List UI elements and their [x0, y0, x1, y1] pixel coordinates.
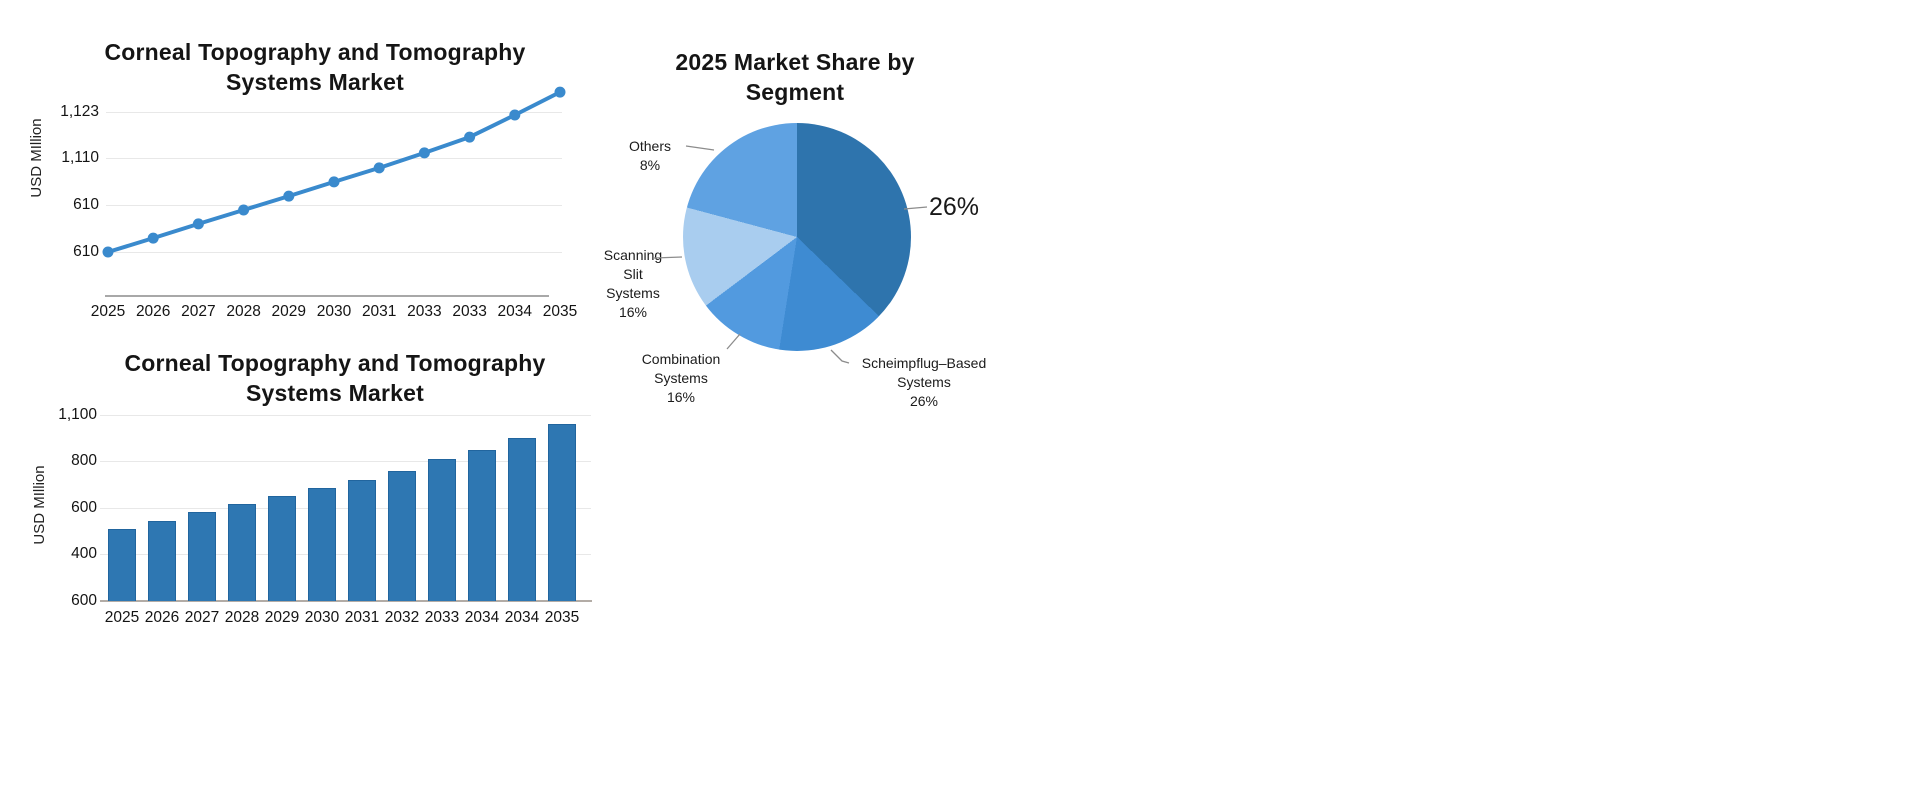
- line-data-point: [554, 86, 566, 98]
- pie-segment-label-line: 8%: [639, 157, 661, 173]
- bar-chart-gridline: [100, 508, 591, 509]
- title-line: 2025 Market Share by: [675, 49, 915, 75]
- title-line: Segment: [745, 79, 845, 105]
- bar-chart-x-tick-label: 2033: [424, 609, 460, 626]
- bar-chart-y-tick-label: 400: [71, 545, 97, 562]
- pie-segment-label-line: Others: [628, 138, 671, 154]
- line-chart-gridline: [106, 252, 562, 253]
- pie-segment-label: Others 8%: [610, 137, 690, 175]
- line-chart-gridline: [106, 112, 562, 113]
- bar-chart-gridline: [100, 461, 591, 462]
- bar-chart-x-tick-label: 2028: [224, 609, 260, 626]
- line-chart-x-tick-label: 2034: [497, 303, 533, 320]
- bar-chart-x-axis-line: [100, 600, 592, 602]
- bar-chart-gridline: [100, 415, 591, 416]
- bar-2033: [428, 459, 456, 601]
- bar-chart-x-tick-label: 2034: [464, 609, 500, 626]
- bar-chart-gridline: [100, 554, 591, 555]
- line-chart-gridline: [106, 158, 562, 159]
- pie-segment-label-line: Scheimpflug–Based: [861, 355, 987, 371]
- bar-chart-title: Corneal Topography and Tomography Systems…: [110, 348, 560, 408]
- line-data-point: [283, 190, 295, 202]
- pie-chart-title: 2025 Market Share by Segment: [670, 47, 920, 107]
- line-series-path: [106, 90, 562, 254]
- bar-chart-y-tick-label: 600: [71, 592, 97, 609]
- line-chart-x-tick-label: 2033: [407, 303, 442, 320]
- pie-segment-label-line: Scanning: [603, 247, 663, 263]
- line-data-point: [192, 218, 204, 230]
- line-data-point: [328, 176, 340, 188]
- line-chart-x-axis-line: [105, 295, 549, 297]
- bar-2035: [548, 424, 576, 601]
- line-chart-x-tick-label: 2025: [90, 303, 126, 320]
- pie-segment-label: Scheimpflug–Based Systems 26%: [834, 354, 1014, 411]
- pie-graphic: [683, 123, 911, 351]
- line-data-point: [373, 162, 385, 174]
- pie-segment-label-line: Systems: [654, 370, 708, 386]
- pie-segment-label: Scanning Slit Systems 16%: [593, 246, 673, 322]
- pie-segment-label-line: Systems: [606, 285, 660, 301]
- pie-segment-label: Combination Systems 16%: [611, 350, 751, 407]
- line-chart-x-tick-label: 2026: [135, 303, 171, 320]
- bar-chart-x-tick-label: 2026: [144, 609, 180, 626]
- bar-chart-x-tick-label: 2035: [544, 609, 580, 626]
- line-chart-x-tick-label: 2027: [181, 303, 216, 320]
- line-data-point: [147, 232, 159, 244]
- line-chart-y-tick-label: 1,123: [60, 103, 99, 120]
- line-chart-x-tick-label: 2028: [226, 303, 261, 320]
- line-chart-title: Corneal Topography and Tomography Systems…: [95, 37, 535, 97]
- bar-2034: [468, 449, 496, 601]
- title-line: Corneal Topography and Tomography: [124, 350, 546, 376]
- bar-2027: [188, 511, 216, 601]
- pie-segment-label-line: Slit: [623, 266, 643, 282]
- line-data-point: [464, 131, 476, 143]
- title-line: Systems Market: [246, 380, 424, 406]
- bar-chart-y-tick-label: 1,100: [58, 406, 97, 423]
- line-chart-y-tick-label: 610: [73, 196, 99, 213]
- bar-2029: [268, 495, 296, 601]
- bar-chart-x-tick-label: 2031: [344, 609, 380, 626]
- pie-segment-label-line: Combination: [641, 351, 721, 367]
- pie-segment-label-line: 16%: [666, 389, 696, 405]
- bar-2030: [308, 488, 336, 601]
- bar-chart-y-tick-label: 600: [71, 499, 97, 516]
- pie-segment-label-line: 16%: [618, 304, 648, 320]
- bar-chart-y-tick-label: 800: [71, 452, 97, 469]
- line-chart-x-tick-label: 2035: [542, 303, 578, 320]
- bar-2025: [108, 528, 136, 601]
- bar-chart-x-tick-label: 2029: [264, 609, 300, 626]
- pie-callout-line: [726, 333, 741, 350]
- bar-2028: [228, 504, 256, 601]
- bar-2034: [508, 437, 536, 601]
- bar-2026: [148, 521, 176, 601]
- pie-segment-label: 26%: [929, 193, 999, 221]
- pie-segment-label-line: 26%: [929, 193, 980, 221]
- bar-chart-x-tick-label: 2032: [384, 609, 420, 626]
- line-chart-y-tick-label: 610: [73, 243, 99, 260]
- pie-callout-line: [685, 145, 715, 151]
- title-line: Systems Market: [226, 69, 404, 95]
- bar-chart-x-tick-label: 2025: [104, 609, 140, 626]
- line-chart-x-tick-label: 2029: [271, 303, 307, 320]
- bar-chart-x-tick-label: 2027: [184, 609, 220, 626]
- bar-2032: [388, 470, 416, 601]
- line-chart-x-tick-label: 2033: [452, 303, 487, 320]
- line-chart-gridline: [106, 205, 562, 206]
- pie-segment-label-line: 26%: [909, 393, 939, 409]
- bar-chart-x-tick-label: 2034: [504, 609, 540, 626]
- line-chart-x-tick-label: 2030: [316, 303, 352, 320]
- pie-segment-label-line: Systems: [897, 374, 951, 390]
- line-chart-y-tick-label: 1,110: [61, 149, 99, 166]
- line-chart-x-tick-label: 2031: [361, 303, 397, 320]
- bar-2031: [348, 479, 376, 601]
- title-line: Corneal Topography and Tomography: [104, 39, 526, 65]
- line-data-point: [418, 147, 430, 159]
- line-data-point: [238, 204, 250, 216]
- bar-chart-x-tick-label: 2030: [304, 609, 340, 626]
